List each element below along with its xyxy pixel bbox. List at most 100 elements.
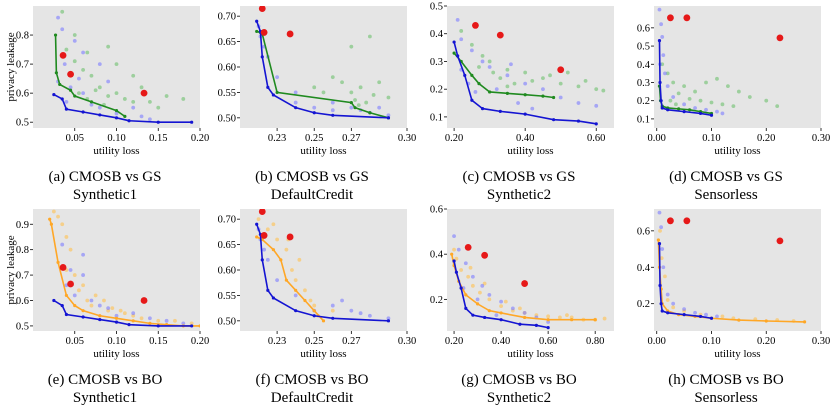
bo-point <box>110 306 115 311</box>
gs-point <box>671 80 676 85</box>
y-tick-label: 0.8 <box>16 31 29 42</box>
cmosb-point <box>671 301 676 306</box>
y-axis-label: privacy leakage <box>5 32 17 101</box>
caption-title: (h) CMOSB vs BO <box>668 372 784 388</box>
y-tick-label: 0.65 <box>218 37 236 48</box>
data-layer <box>255 6 391 120</box>
cmosb-point <box>659 225 664 230</box>
bo-point <box>558 315 562 320</box>
cmosb-point <box>455 17 460 22</box>
caption-dataset: Synthetic2 <box>486 390 552 406</box>
cmosb-pareto-point <box>260 258 264 262</box>
cmosb-pareto-point <box>64 312 68 317</box>
bo-point <box>671 305 676 310</box>
gs-point <box>156 105 161 110</box>
subplot-d: 0.00 0.10 0.20 0.30 0.1 0.2 0.3 0.4 0.5 0.6 utilit… <box>626 4 830 203</box>
bo-point <box>60 222 65 227</box>
data-layer <box>450 234 607 330</box>
cmosb-point <box>530 106 535 111</box>
gs-pareto-line <box>54 35 126 118</box>
gs-point <box>565 70 570 75</box>
x-tick-label: 0.10 <box>702 133 720 144</box>
subplot-e: 0.05 0.10 0.15 0.20 0.5 0.6 0.7 0.8 0.9 utility l… <box>5 207 209 406</box>
bo-pareto-point <box>764 319 768 323</box>
cmosb-point <box>594 103 599 108</box>
cmosb-pareto-point <box>659 99 663 103</box>
bo-pareto-point <box>570 318 574 322</box>
gs-point <box>720 102 725 107</box>
x-tick-label: 0.10 <box>107 133 125 144</box>
cmosb-point <box>312 105 317 110</box>
gs-point <box>594 87 599 92</box>
gs-point <box>676 91 681 96</box>
reference-point <box>67 70 74 78</box>
bo-point <box>303 288 307 293</box>
gs-point <box>558 81 563 86</box>
reference-point <box>557 66 565 74</box>
gs-point <box>386 95 391 100</box>
gs-pareto-point <box>53 33 58 37</box>
gs-point <box>512 81 517 86</box>
cmosb-pareto-point <box>312 111 316 115</box>
cmosb-pareto-line <box>658 40 712 117</box>
gs-point <box>312 85 317 90</box>
gs-point <box>114 91 119 96</box>
x-axis-label: utility loss <box>714 145 760 157</box>
cmosb-point <box>487 65 492 69</box>
y-tick-label: 0.2 <box>637 96 650 107</box>
x-axis-label: utility loss <box>714 348 760 360</box>
caption-dataset: DefaultCredit <box>270 390 354 406</box>
bo-point <box>312 303 317 308</box>
bo-pareto-point <box>49 222 53 226</box>
gs-pareto-point <box>123 114 127 118</box>
cmosb-point <box>275 75 280 80</box>
reference-point <box>521 280 529 287</box>
cmosb-point <box>131 311 136 316</box>
cmosb-point <box>693 310 697 315</box>
bo-point <box>290 268 294 272</box>
cmosb-point <box>68 85 73 90</box>
bo-point <box>454 256 459 261</box>
cmosb-point <box>181 321 186 326</box>
cmosb-pareto-line <box>453 41 597 125</box>
x-tick-label: 0.20 <box>445 133 463 144</box>
x-axis-label: utility loss <box>300 348 346 360</box>
gs-point <box>148 99 152 104</box>
gs-point <box>764 98 769 103</box>
gs-point <box>668 98 673 103</box>
cmosb-pareto-point <box>660 309 664 313</box>
caption-dataset: Synthetic1 <box>72 390 138 406</box>
cmosb-point <box>452 234 456 239</box>
cmosb-pareto-point <box>480 106 485 111</box>
cmosb-pareto-point <box>576 119 581 123</box>
cmosb-point <box>68 268 73 272</box>
cmosb-point <box>660 247 665 251</box>
cmosb-pareto-line <box>658 243 712 320</box>
data-layer <box>656 210 807 324</box>
cmosb-pareto-point <box>81 315 85 319</box>
caption-title: (d) CMOSB vs GS <box>669 169 783 185</box>
caption-dataset: Sensorless <box>694 390 758 406</box>
cmosb-pareto-point <box>127 323 131 327</box>
x-tick-label: 0.20 <box>445 336 463 347</box>
gs-point <box>459 29 464 33</box>
y-tick-label: 0.3 <box>430 57 443 68</box>
reference-point <box>683 14 691 22</box>
caption-f: (f) CMOSB vs BO DefaultCredit <box>212 371 412 407</box>
reference-point <box>667 217 674 225</box>
bo-point <box>256 217 261 222</box>
bo-point <box>658 228 662 233</box>
bo-point <box>470 283 475 288</box>
x-tick-label: 0.40 <box>492 336 510 347</box>
x-tick-label: 0.05 <box>66 133 84 144</box>
subplot-g: 0.20 0.40 0.60 0.80 0.2 0.4 0.6 utility loss (g)… <box>419 205 619 406</box>
bo-point <box>518 306 522 311</box>
cmosb-pareto-point <box>660 106 664 110</box>
caption-dataset: DefaultCredit <box>270 187 354 203</box>
cmosb-point <box>60 242 65 247</box>
x-tick-label: 0.25 <box>305 133 323 144</box>
cmosb-point <box>657 7 662 12</box>
cmosb-point <box>510 306 515 311</box>
cmosb-point <box>56 15 60 20</box>
x-tick-label: 0.80 <box>586 336 604 347</box>
